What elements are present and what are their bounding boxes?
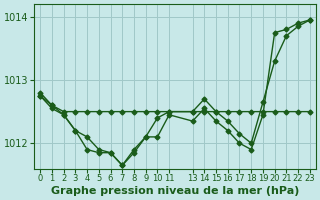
X-axis label: Graphe pression niveau de la mer (hPa): Graphe pression niveau de la mer (hPa) <box>51 186 299 196</box>
